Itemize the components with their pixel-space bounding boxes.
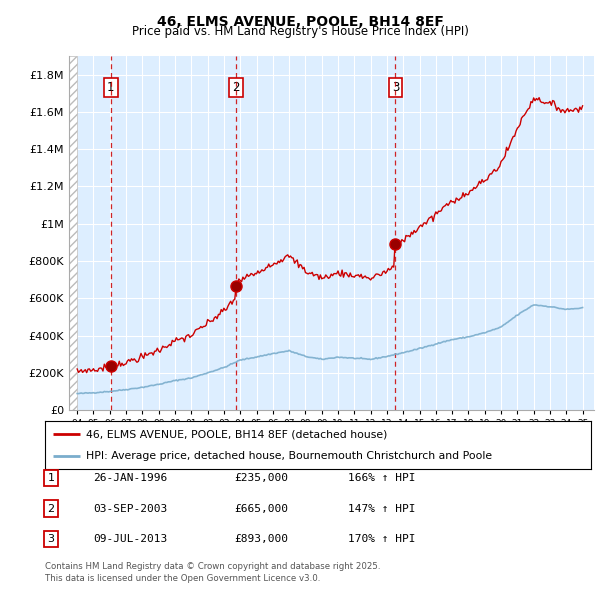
Text: 170% ↑ HPI: 170% ↑ HPI [348,535,415,544]
Text: £893,000: £893,000 [234,535,288,544]
Text: 3: 3 [392,81,399,94]
Text: 3: 3 [47,535,55,544]
Text: 166% ↑ HPI: 166% ↑ HPI [348,473,415,483]
Text: 2: 2 [232,81,240,94]
Text: 46, ELMS AVENUE, POOLE, BH14 8EF: 46, ELMS AVENUE, POOLE, BH14 8EF [157,15,443,29]
Text: HPI: Average price, detached house, Bournemouth Christchurch and Poole: HPI: Average price, detached house, Bour… [86,451,492,461]
Bar [69,56,77,410]
Bar [69,56,77,410]
Text: 1: 1 [107,81,115,94]
Text: This data is licensed under the Open Government Licence v3.0.: This data is licensed under the Open Gov… [45,574,320,583]
Text: 147% ↑ HPI: 147% ↑ HPI [348,504,415,513]
Text: 09-JUL-2013: 09-JUL-2013 [93,535,167,544]
Text: Contains HM Land Registry data © Crown copyright and database right 2025.: Contains HM Land Registry data © Crown c… [45,562,380,571]
Text: 26-JAN-1996: 26-JAN-1996 [93,473,167,483]
Text: 03-SEP-2003: 03-SEP-2003 [93,504,167,513]
Text: £235,000: £235,000 [234,473,288,483]
Text: 2: 2 [47,504,55,513]
Text: 1: 1 [47,473,55,483]
Text: £665,000: £665,000 [234,504,288,513]
Text: 46, ELMS AVENUE, POOLE, BH14 8EF (detached house): 46, ELMS AVENUE, POOLE, BH14 8EF (detach… [86,429,388,439]
Text: Price paid vs. HM Land Registry's House Price Index (HPI): Price paid vs. HM Land Registry's House … [131,25,469,38]
